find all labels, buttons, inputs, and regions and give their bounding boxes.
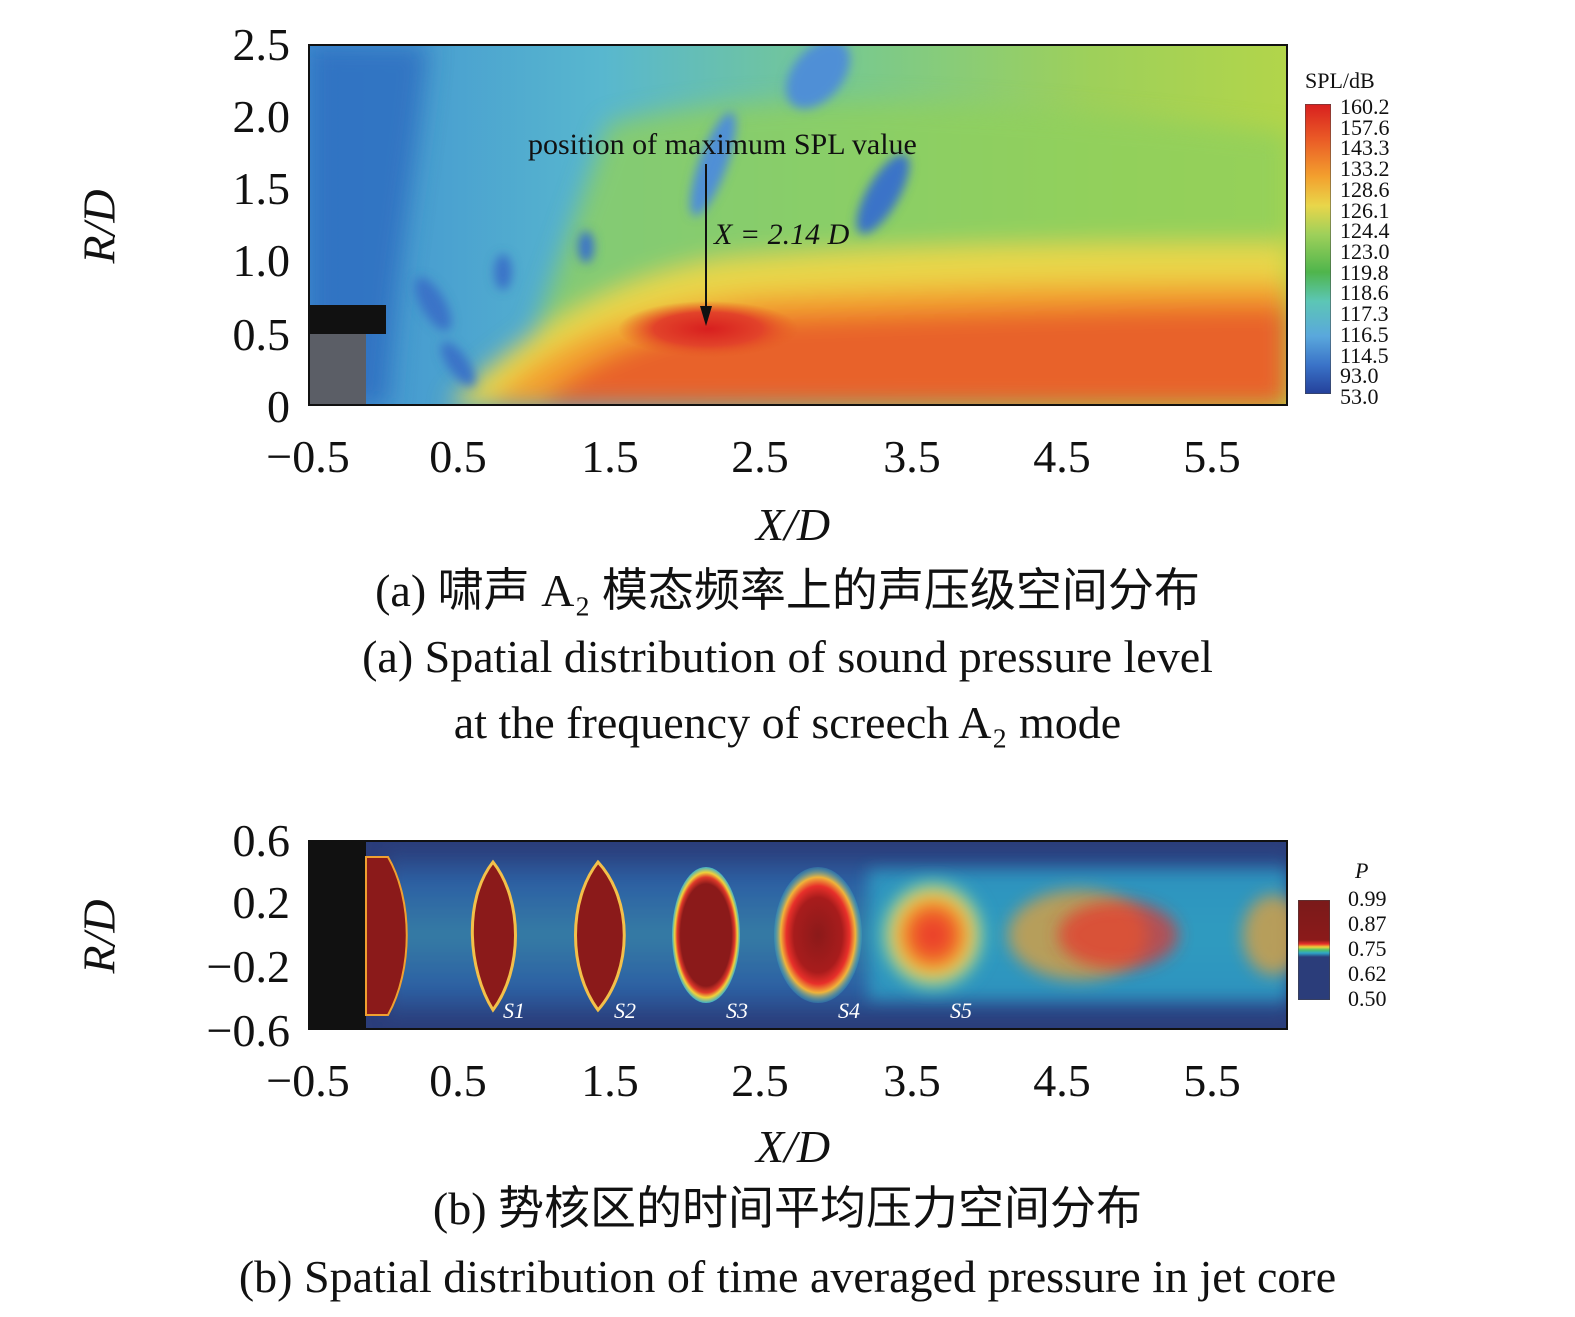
nozzle-exit-cell	[365, 856, 408, 1016]
colorbar-level-label: 0.62	[1348, 961, 1387, 986]
x-tick: 4.5	[1033, 1055, 1091, 1106]
y-tick: 0.6	[232, 815, 291, 866]
x-tick: 3.5	[883, 1055, 941, 1106]
nozzle-lip	[308, 305, 386, 334]
downstream-core-b	[1058, 901, 1178, 969]
shock-label-s3: S3	[726, 998, 748, 1023]
figure-b-plot: S1 S2 S3 S4 S5	[308, 840, 1288, 1030]
x-tick: 0.5	[429, 431, 487, 482]
max-spl-annotation: position of maximum SPL value	[528, 128, 917, 161]
shock-cell-s2	[574, 859, 626, 1013]
colorbar-title: P	[1355, 858, 1369, 883]
colorbar-level-label: 0.87	[1348, 911, 1387, 936]
shock-cell-s4	[774, 867, 862, 1003]
colorbar-level-label: 117.3	[1340, 301, 1389, 327]
x-tick: 5.5	[1183, 431, 1241, 482]
y-tick: 2.0	[232, 91, 291, 142]
colorbar-level-label: 93.0	[1340, 363, 1379, 389]
shock-cell-s5	[878, 877, 988, 993]
x-tick: 5.5	[1183, 1055, 1241, 1106]
plot-frame	[308, 44, 1288, 406]
colorbar-level-label: 0.99	[1348, 886, 1387, 911]
colorbar-level-label: 118.6	[1340, 280, 1389, 306]
y-tick: 1.0	[232, 235, 291, 286]
x-tick: 3.5	[883, 431, 941, 482]
x-tick: 2.5	[731, 431, 789, 482]
spl-lobe	[785, 44, 851, 109]
x-tick: 2.5	[731, 1055, 789, 1106]
spl-lobe	[856, 154, 910, 234]
figure-a-xlabel: X/D	[756, 499, 831, 550]
figure-a-caption-en-2: at the frequency of screech A₂ mode	[453, 697, 1122, 748]
plot-frame	[308, 840, 1288, 1030]
annotation-arrowhead	[700, 306, 712, 326]
colorbar-level-label: 119.8	[1340, 259, 1389, 285]
colorbar-level-label: 0.75	[1348, 936, 1387, 961]
y-tick: −0.2	[206, 941, 290, 992]
colorbar-level-label: 157.6	[1340, 114, 1390, 140]
y-tick: 0.2	[232, 877, 291, 928]
colorbar-title: SPL/dB	[1305, 68, 1375, 93]
figure-a-plot	[308, 44, 1288, 406]
figure-a-caption-cn: (a) 啸声 A₂ 模态频率上的声压级空间分布	[375, 565, 1200, 616]
shock-label-s5: S5	[950, 998, 972, 1023]
nozzle-body	[308, 334, 366, 406]
figure-a-ylabel: R/D	[73, 189, 125, 264]
downstream-core-c	[1243, 895, 1288, 975]
colorbar-level-label: 128.6	[1340, 176, 1390, 202]
spl-lobe	[494, 254, 512, 290]
colorbar-a	[1305, 104, 1331, 394]
colorbar-level-label: 160.2	[1340, 94, 1390, 119]
spl-lobe	[414, 277, 452, 331]
colorbar-b	[1298, 900, 1330, 1000]
x-tick: 0.5	[429, 1055, 487, 1106]
shock-label-s4: S4	[838, 998, 860, 1023]
colorbar-level-label: 123.0	[1340, 239, 1390, 264]
spl-lobe	[690, 112, 736, 216]
figure-b-caption-cn: (b) 势核区的时间平均压力空间分布	[432, 1183, 1143, 1234]
figure-b-xlabel: X/D	[756, 1121, 831, 1172]
colorbar-level-label: 53.0	[1340, 384, 1379, 409]
x-tick: 4.5	[1033, 431, 1091, 482]
y-tick: 0.5	[232, 309, 291, 360]
nozzle-wall	[308, 840, 366, 1030]
spl-lobe	[578, 231, 594, 263]
x-tick: 1.5	[581, 431, 639, 482]
figure-b-caption-en: (b) Spatial distribution of time average…	[238, 1251, 1337, 1302]
x-tick: −0.5	[266, 431, 350, 482]
figure-a-caption-en-1: (a) Spatial distribution of sound pressu…	[362, 631, 1213, 682]
colorbar-level-label: 143.3	[1340, 135, 1390, 161]
colorbar-level-label: 116.5	[1340, 321, 1389, 347]
y-tick: 1.5	[232, 163, 291, 214]
colorbar-level-label: 0.50	[1348, 986, 1387, 1011]
colorbar-level-label: 124.4	[1340, 218, 1390, 244]
spl-lobe	[440, 341, 476, 387]
shock-label-s2: S2	[614, 998, 636, 1023]
shock-label-s1: S1	[503, 998, 525, 1023]
colorbar-level-label: 133.2	[1340, 156, 1390, 182]
colorbar-level-label: 126.1	[1340, 197, 1390, 223]
y-tick: 0	[267, 381, 290, 432]
shock-cell-s1	[470, 859, 517, 1013]
x-tick: −0.5	[266, 1055, 350, 1106]
y-tick: −0.6	[206, 1005, 290, 1056]
max-spl-position-label: X = 2.14 D	[714, 218, 850, 251]
figure-b-ylabel: R/D	[73, 899, 125, 974]
y-tick: 2.5	[232, 19, 291, 70]
shock-cell-s3	[672, 867, 740, 1003]
x-tick: 1.5	[581, 1055, 639, 1106]
spl-peak	[618, 301, 798, 357]
colorbar-level-label: 114.5	[1340, 342, 1389, 368]
